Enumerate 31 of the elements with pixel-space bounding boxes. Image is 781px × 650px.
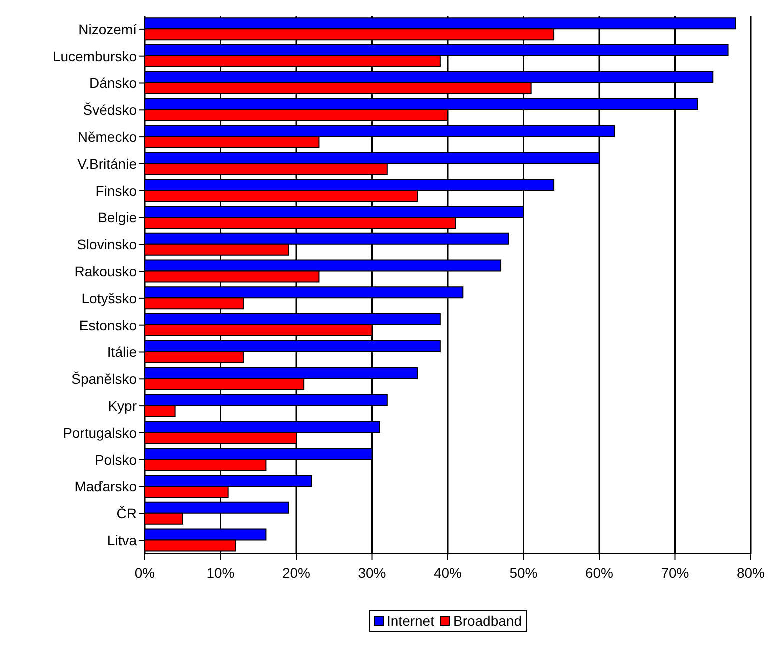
y-tick-label: Slovinsko [77,236,138,253]
y-tick-label: Litva [107,532,138,549]
x-tick-label: 40% [434,564,462,581]
x-tick-label: 80% [736,564,766,581]
y-tick-label: Finsko [96,182,138,199]
x-tick-label: 30% [358,564,386,581]
x-tick-label: 60% [585,564,614,581]
y-tick-label: Dánsko [90,75,138,92]
y-tick-label: Portugalsko [63,424,138,441]
y-tick-label: ČR [116,506,137,522]
y-tick-label: Lotyšsko [82,290,138,306]
y-tick-label: Maďarsko [74,478,138,495]
y-tick-label: Itálie [107,344,138,360]
y-tick-label: V.Británie [78,156,138,172]
x-tick-label: 20% [282,564,311,581]
x-tick-label: 70% [661,564,690,581]
y-tick-label: Španělsko [72,371,138,388]
legend-label: Broadband [452,613,522,629]
x-tick-label: 10% [206,564,235,581]
y-tick-label: Polsko [94,452,138,468]
y-tick-label: Nizozemí [78,21,138,38]
y-tick-label: Švédsko [83,102,138,118]
x-tick-label: 50% [510,564,538,581]
y-tick-label: Belgie [98,210,138,226]
x-tick-label: 0% [134,564,156,581]
y-tick-label: Rakousko [74,264,138,280]
y-tick-label: Německo [78,129,138,146]
y-tick-label: Lucembursko [52,48,138,64]
y-tick-label: Kypr [108,398,138,414]
y-tick-label: Estonsko [79,317,138,334]
legend-label: Internet [386,613,434,629]
